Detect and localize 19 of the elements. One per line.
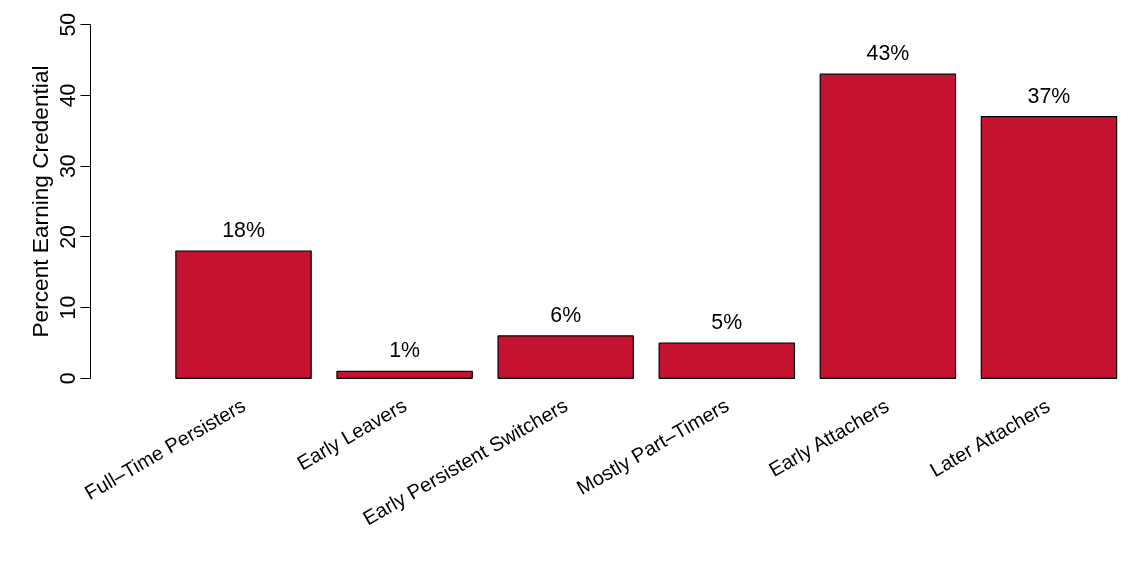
data-label: 18% xyxy=(222,218,265,243)
y-axis-title: Percent Earning Credential xyxy=(26,65,53,338)
bar xyxy=(819,73,957,379)
data-label: 43% xyxy=(866,41,910,66)
data-label: 1% xyxy=(389,338,421,363)
y-tick-label: 50 xyxy=(56,12,81,37)
y-tick-label: 0 xyxy=(56,372,81,385)
bar xyxy=(497,335,634,379)
bar xyxy=(980,116,1118,379)
y-tick-label: 10 xyxy=(56,295,81,320)
data-label: 6% xyxy=(550,303,582,328)
data-label: 5% xyxy=(711,310,743,335)
data-label: 37% xyxy=(1027,83,1071,108)
y-tick-label: 40 xyxy=(56,83,81,108)
bar xyxy=(175,250,312,379)
y-tick-label: 20 xyxy=(56,224,81,249)
y-tick-label: 30 xyxy=(56,154,81,178)
bar xyxy=(658,342,796,379)
bar xyxy=(336,370,473,379)
